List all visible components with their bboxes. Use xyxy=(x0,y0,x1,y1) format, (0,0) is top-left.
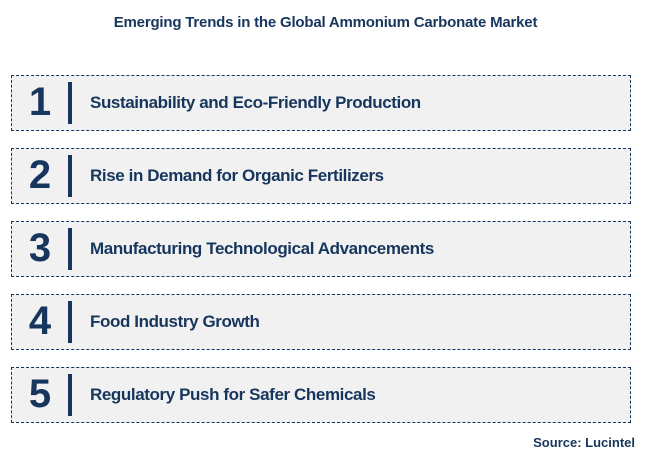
number-divider xyxy=(68,301,72,343)
number-divider xyxy=(68,374,72,416)
trend-label: Sustainability and Eco-Friendly Producti… xyxy=(90,93,421,112)
trend-label: Food Industry Growth xyxy=(90,312,260,331)
trend-number: 5 xyxy=(28,372,52,416)
trend-row-4: 4 Food Industry Growth xyxy=(11,294,631,350)
trend-number: 3 xyxy=(28,226,52,270)
trend-number: 2 xyxy=(28,153,52,197)
number-divider xyxy=(68,82,72,124)
trend-row-1: 1 Sustainability and Eco-Friendly Produc… xyxy=(11,75,631,131)
trend-label: Manufacturing Technological Advancements xyxy=(90,239,434,258)
number-divider xyxy=(68,155,72,197)
trend-label: Regulatory Push for Safer Chemicals xyxy=(90,385,376,404)
trend-number: 1 xyxy=(28,80,52,124)
number-divider xyxy=(68,228,72,270)
page-title: Emerging Trends in the Global Ammonium C… xyxy=(113,14,538,31)
trend-row-3: 3 Manufacturing Technological Advancemen… xyxy=(11,221,631,277)
trend-row-2: 2 Rise in Demand for Organic Fertilizers xyxy=(11,148,631,204)
trend-row-5: 5 Regulatory Push for Safer Chemicals xyxy=(11,367,631,423)
trend-number: 4 xyxy=(28,299,52,343)
trend-label: Rise in Demand for Organic Fertilizers xyxy=(90,166,384,185)
trend-list: 1 Sustainability and Eco-Friendly Produc… xyxy=(11,75,631,440)
source-note: Source: Lucintel xyxy=(533,435,635,450)
